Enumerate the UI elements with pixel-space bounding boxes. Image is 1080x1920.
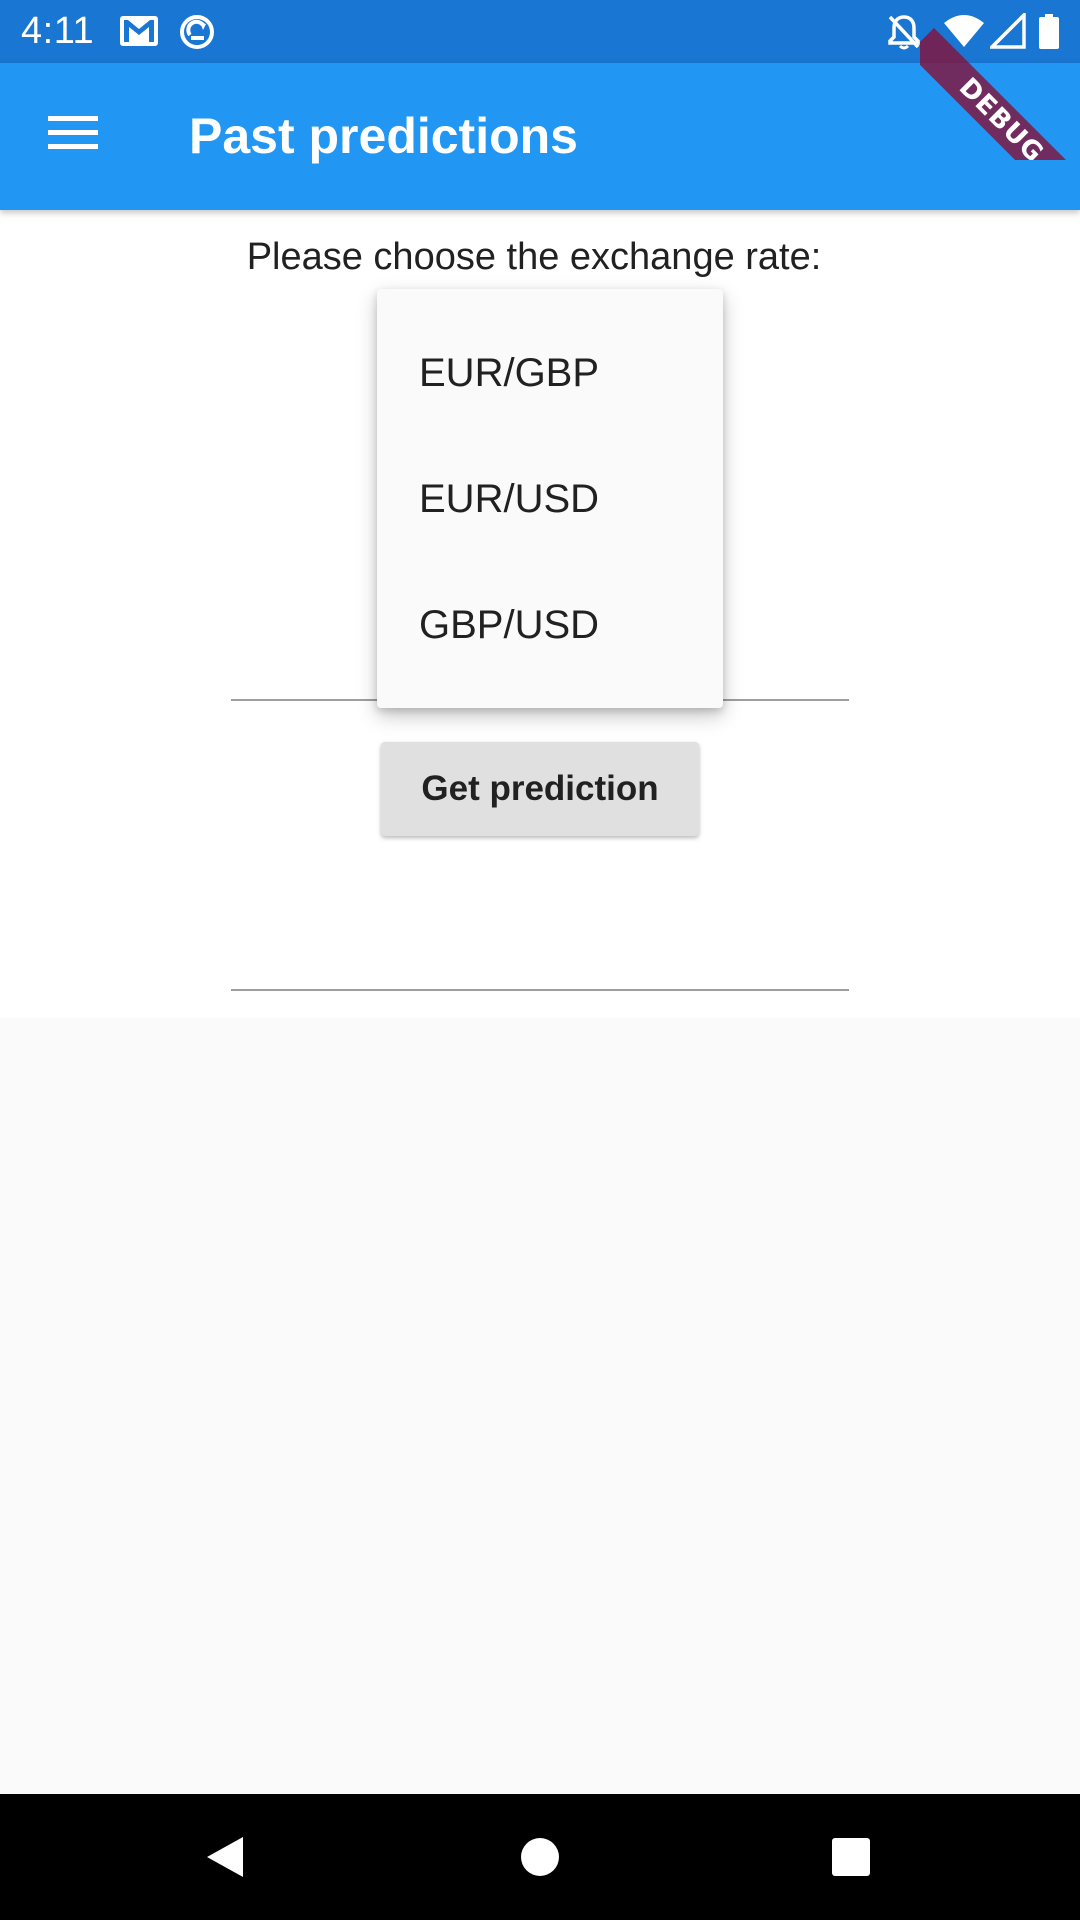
exchange-rate-prompt: Please choose the exchange rate: (246, 236, 822, 278)
battery-icon (1038, 14, 1060, 55)
menu-icon[interactable] (28, 87, 118, 177)
exchange-rate-dropdown-menu: EUR/GBP EUR/USD GBP/USD (377, 289, 723, 708)
dropdown-option-eur-gbp[interactable]: EUR/GBP (419, 351, 600, 395)
navigation-bar (0, 1794, 1080, 1920)
notifications-off-icon (886, 13, 922, 56)
page-title: Past predictions (189, 108, 578, 164)
dropdown-option-eur-usd[interactable]: EUR/USD (419, 477, 600, 521)
app-bar: Past predictions (0, 63, 1080, 210)
dropdown-option-gbp-usd[interactable]: GBP/USD (419, 603, 600, 647)
sync-icon (178, 13, 216, 56)
status-bar: 4:11 (0, 0, 1080, 63)
home-icon[interactable] (495, 1812, 585, 1902)
gmail-icon (118, 13, 160, 54)
prediction-output-field (231, 989, 849, 991)
back-icon[interactable] (180, 1812, 270, 1902)
get-prediction-button[interactable]: Get prediction (381, 742, 699, 836)
recents-icon[interactable] (806, 1812, 896, 1902)
status-time: 4:11 (21, 10, 95, 52)
signal-icon (987, 10, 1026, 54)
wifi-icon (942, 13, 986, 54)
